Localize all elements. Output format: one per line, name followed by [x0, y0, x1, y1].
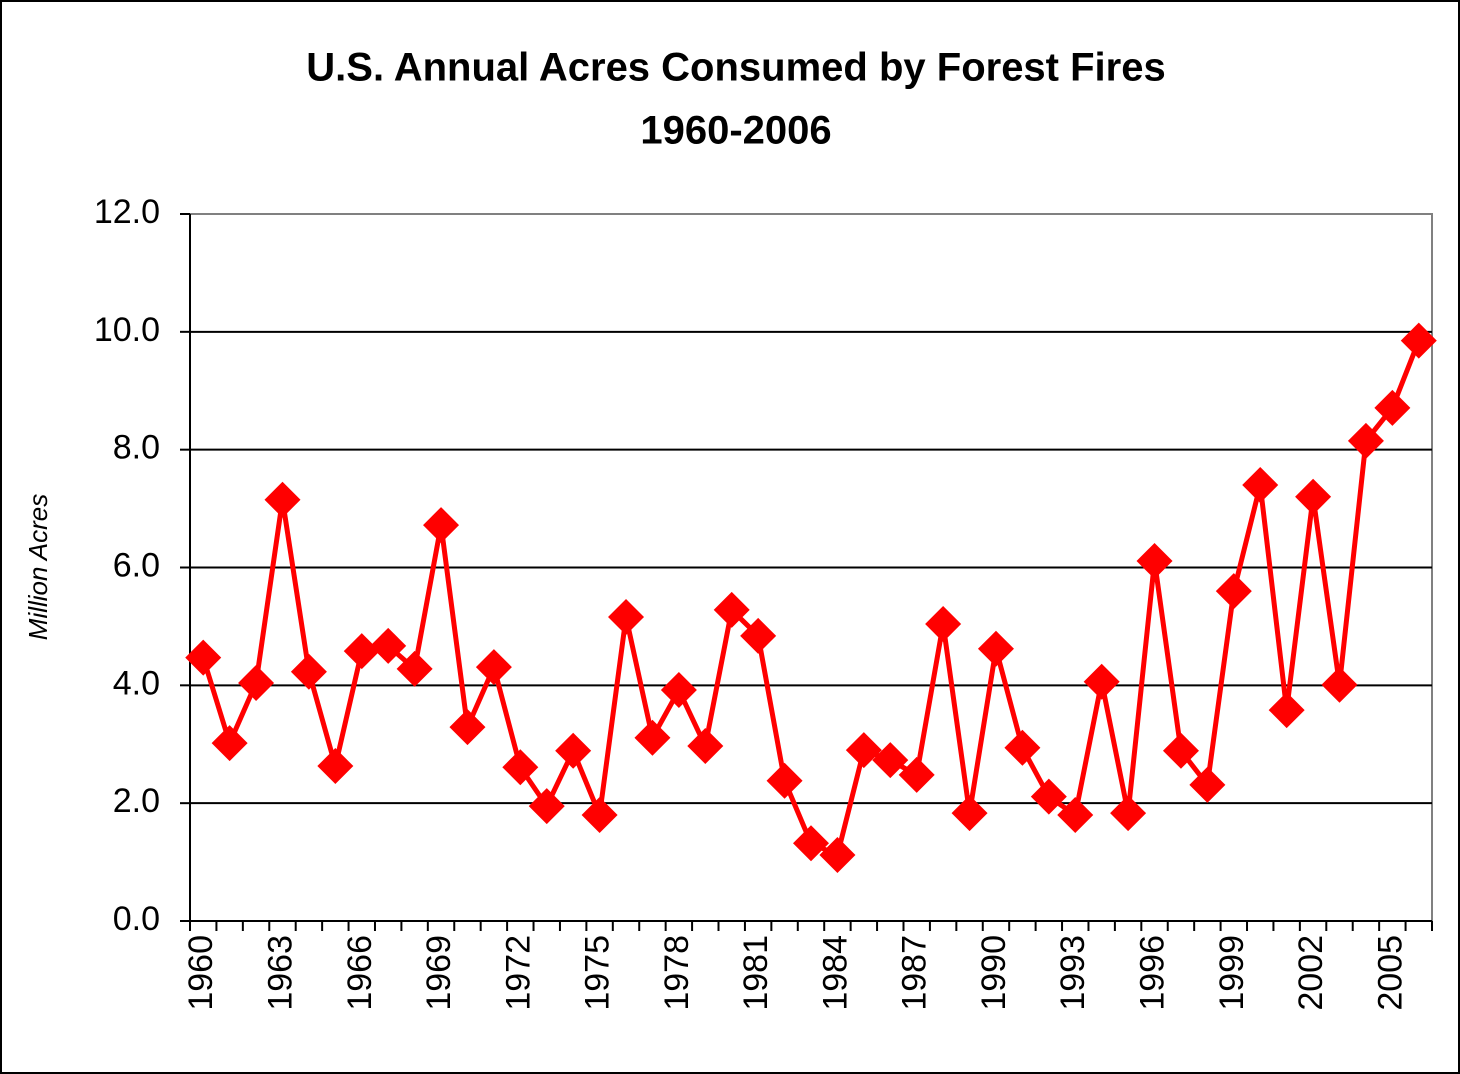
marker [1162, 732, 1199, 769]
marker [1347, 422, 1384, 459]
x-tick-label: 1969 [420, 935, 458, 1011]
marker [449, 709, 486, 746]
marker [528, 788, 565, 825]
marker [317, 748, 354, 785]
marker [766, 762, 803, 799]
marker [1030, 778, 1067, 815]
y-tick-label: 2.0 [113, 782, 160, 820]
y-tick-label: 8.0 [113, 429, 160, 467]
marker [634, 719, 671, 756]
marker [1083, 663, 1120, 700]
x-tick-label: 1990 [975, 935, 1013, 1011]
x-tick-label: 1963 [261, 935, 299, 1011]
y-tick-label: 4.0 [113, 664, 160, 702]
marker [1110, 795, 1147, 832]
marker [1215, 573, 1252, 610]
x-tick-label: 1993 [1054, 935, 1092, 1011]
x-tick-label: 1987 [896, 935, 934, 1011]
x-tick-label: 1960 [182, 935, 220, 1011]
marker [740, 617, 777, 654]
marker [238, 664, 275, 701]
x-tick-label: 1984 [816, 935, 854, 1011]
marker [502, 749, 539, 786]
marker [555, 732, 592, 769]
x-tick-label: 2005 [1371, 935, 1409, 1011]
marker [264, 481, 301, 518]
chart-title: U.S. Annual Acres Consumed by Forest Fir… [306, 46, 1165, 90]
x-tick-label: 1999 [1213, 935, 1251, 1011]
marker [581, 796, 618, 833]
marker [1374, 389, 1411, 426]
y-axis-label: Million Acres [23, 494, 53, 640]
marker [925, 606, 962, 643]
marker [977, 630, 1014, 667]
marker [1268, 692, 1305, 729]
marker [1400, 322, 1437, 359]
x-tick-label: 1996 [1134, 935, 1172, 1011]
x-tick-label: 1972 [499, 935, 537, 1011]
marker [1242, 467, 1279, 504]
marker [370, 627, 407, 664]
chart-subtitle: 1960-2006 [640, 109, 831, 153]
x-tick-label: 2002 [1292, 935, 1330, 1011]
marker [343, 633, 380, 670]
y-tick-label: 6.0 [113, 546, 160, 584]
marker [1004, 729, 1041, 766]
marker [475, 649, 512, 686]
marker [290, 653, 327, 690]
y-tick-label: 10.0 [94, 311, 160, 349]
marker [1321, 666, 1358, 703]
y-tick-label: 0.0 [113, 900, 160, 938]
marker [951, 795, 988, 832]
marker [1136, 543, 1173, 580]
marker [660, 672, 697, 709]
marker [608, 598, 645, 635]
x-tick-label: 1975 [579, 935, 617, 1011]
marker [687, 728, 724, 765]
marker [396, 650, 433, 687]
marker [1057, 796, 1094, 833]
marker [713, 591, 750, 628]
x-tick-label: 1978 [658, 935, 696, 1011]
marker [898, 756, 935, 793]
marker [1189, 766, 1226, 803]
x-tick-label: 1966 [341, 935, 379, 1011]
marker [819, 837, 856, 874]
marker [185, 639, 222, 676]
marker [1295, 478, 1332, 515]
marker [423, 507, 460, 544]
marker [211, 725, 248, 762]
y-tick-label: 12.0 [94, 193, 160, 231]
x-tick-label: 1981 [737, 935, 775, 1011]
marker [793, 825, 829, 862]
marker [872, 742, 909, 779]
marker [845, 732, 882, 769]
